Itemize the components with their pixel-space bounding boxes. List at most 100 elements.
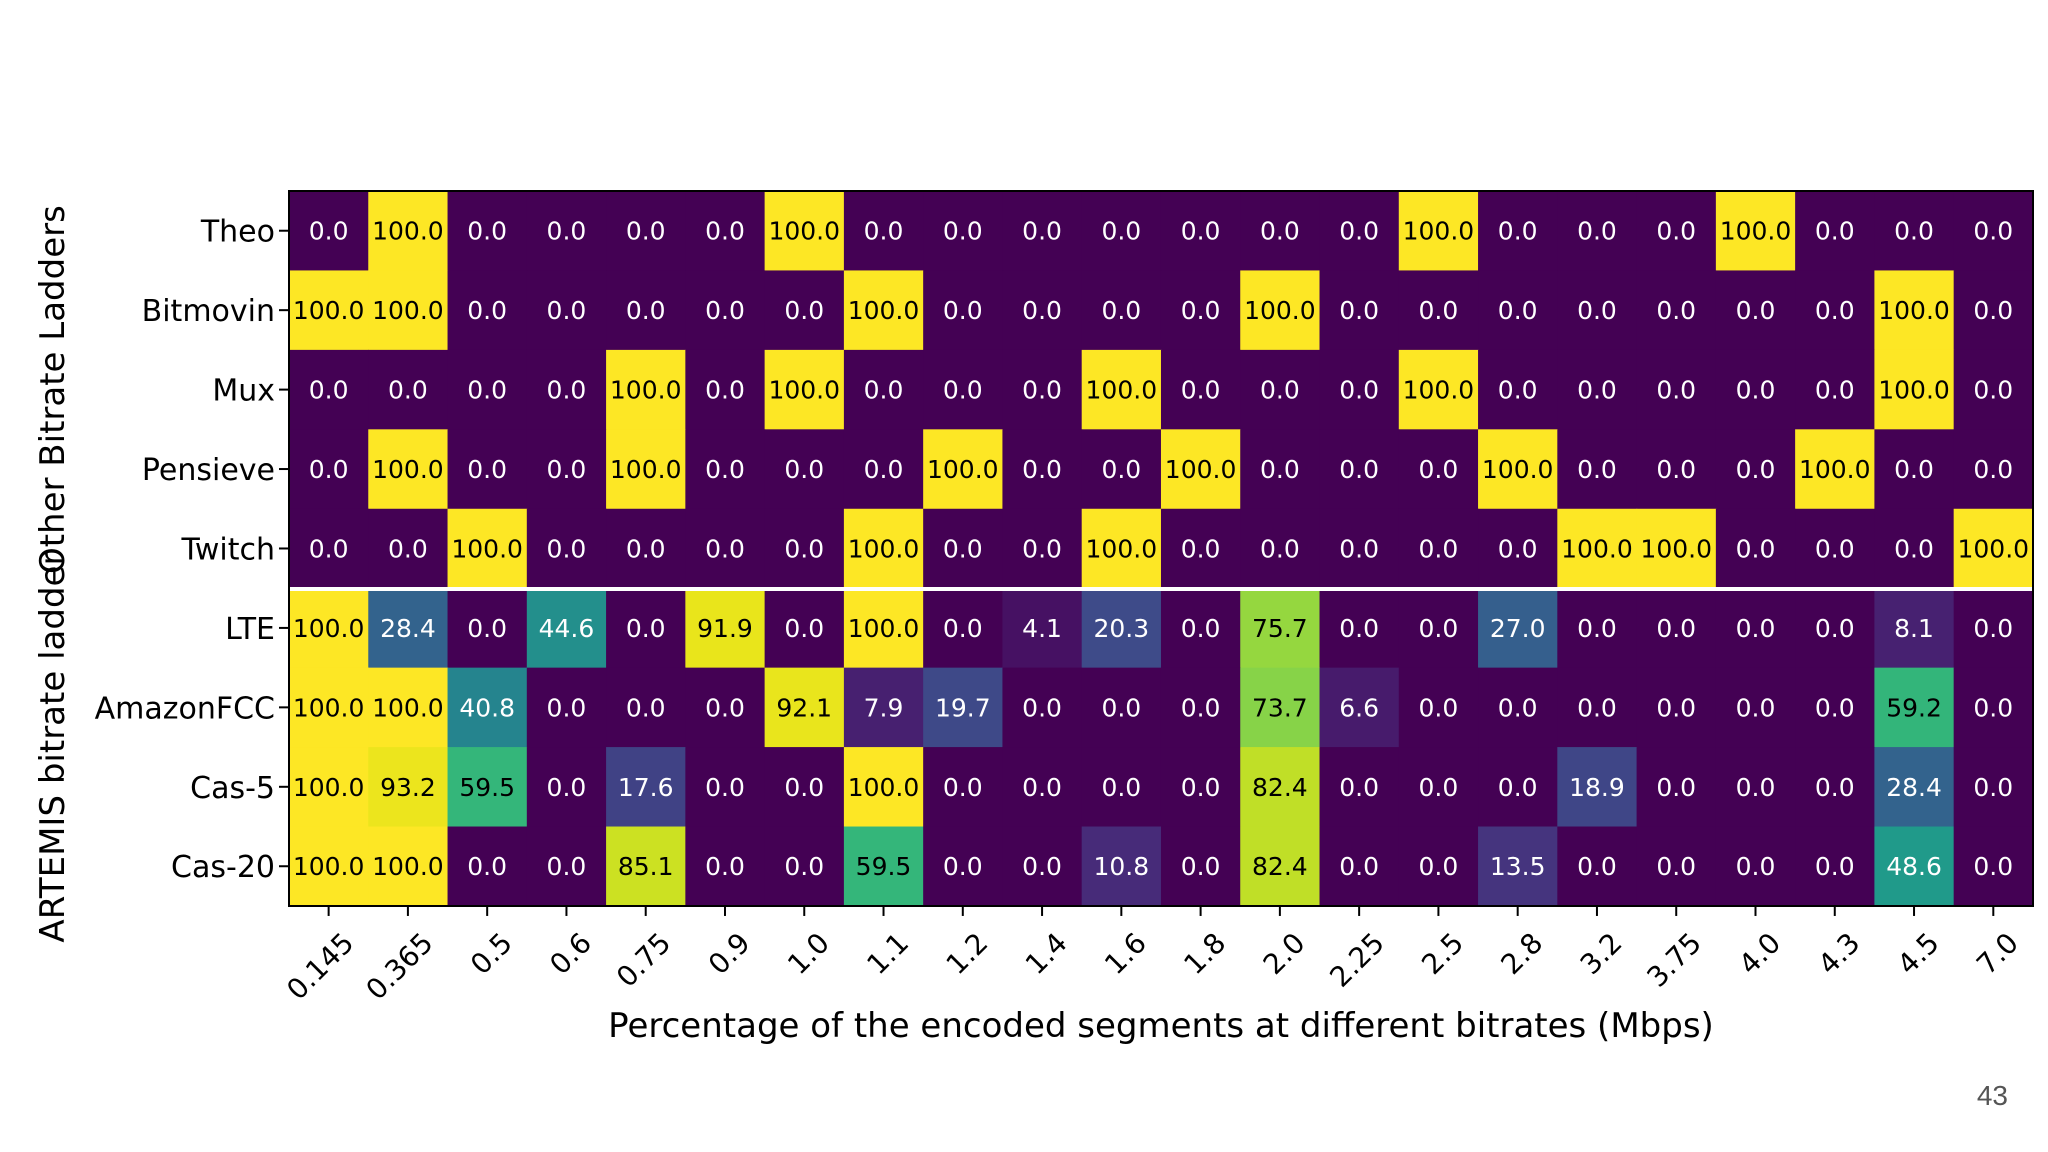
- heatmap-cell: [447, 349, 528, 430]
- heatmap-cell: [764, 429, 845, 510]
- x-tick-label: 0.145: [280, 926, 360, 1006]
- heatmap-cell: [843, 588, 924, 669]
- cell-value-label: 93.2: [380, 773, 436, 802]
- heatmap-cell: [1319, 508, 1400, 589]
- heatmap-cell: [923, 191, 1004, 272]
- heatmap-cell: [1715, 588, 1796, 669]
- cell-value-label: 100.0: [1403, 376, 1475, 405]
- heatmap-cell: [685, 667, 766, 748]
- cell-value-label: 48.6: [1886, 852, 1942, 881]
- heatmap-cell: [289, 667, 369, 748]
- heatmap-cell: [606, 667, 686, 748]
- cell-value-label: 0.0: [547, 376, 587, 405]
- cell-value-label: 17.6: [618, 773, 674, 802]
- heatmap-cell: [1160, 667, 1241, 748]
- heatmap-cell: [289, 747, 369, 828]
- heatmap-cell: [1953, 588, 2034, 669]
- heatmap-cell: [1478, 747, 1558, 828]
- heatmap-cell: [1319, 349, 1400, 430]
- cell-value-label: 0.0: [1736, 455, 1776, 484]
- heatmap-cell: [1398, 588, 1479, 669]
- heatmap-cell: [526, 349, 607, 430]
- cell-value-label: 0.0: [1419, 534, 1459, 563]
- cell-value-label: 0.0: [1498, 376, 1538, 405]
- cell-value-label: 0.0: [1022, 455, 1062, 484]
- x-tick-label: 3.2: [1574, 926, 1629, 981]
- cell-value-label: 0.0: [1181, 296, 1221, 325]
- cell-value-label: 100.0: [1958, 534, 2030, 563]
- heatmap-cell: [1081, 349, 1162, 430]
- heatmap-cell: [843, 270, 924, 351]
- heatmap-cell: [1398, 349, 1479, 430]
- cell-value-label: 0.0: [1260, 455, 1300, 484]
- heatmap-cell: [1398, 429, 1479, 510]
- row-group-label: Other Bitrate Ladders: [33, 205, 73, 574]
- heatmap-cell: [606, 191, 686, 272]
- y-tick-label: Cas-5: [190, 771, 275, 806]
- heatmap-cell: [1478, 826, 1558, 907]
- y-tick-label: Twitch: [180, 532, 275, 567]
- heatmap-cell: [606, 747, 686, 828]
- cell-value-label: 0.0: [784, 534, 824, 563]
- heatmap-cell: [1240, 349, 1321, 430]
- heatmap-cell: [1795, 667, 1875, 748]
- heatmap-cell: [1557, 747, 1638, 828]
- x-tick-label: 1.8: [1177, 926, 1232, 981]
- cell-value-label: 0.0: [705, 217, 745, 246]
- heatmap-cell: [1795, 588, 1875, 669]
- heatmap-cell: [606, 508, 686, 589]
- cell-value-label: 0.0: [1815, 296, 1855, 325]
- cell-value-label: 28.4: [1886, 773, 1942, 802]
- cell-value-label: 0.0: [1577, 455, 1617, 484]
- heatmap-cell: [764, 826, 845, 907]
- cell-value-label: 0.0: [864, 455, 904, 484]
- page-number: 43: [1976, 1080, 2008, 1111]
- cell-value-label: 100.0: [848, 296, 920, 325]
- cell-value-label: 0.0: [1973, 614, 2013, 643]
- heatmap-cell: [1557, 191, 1638, 272]
- cell-value-label: 0.0: [705, 296, 745, 325]
- cell-value-label: 0.0: [1656, 376, 1696, 405]
- cell-value-label: 0.0: [943, 217, 983, 246]
- cell-value-label: 0.0: [1339, 376, 1379, 405]
- heatmap-cell: [1636, 588, 1717, 669]
- heatmap-cell: [1081, 667, 1162, 748]
- heatmap-cell: [685, 270, 766, 351]
- heatmap-cell: [1081, 270, 1162, 351]
- cell-value-label: 0.0: [1260, 376, 1300, 405]
- heatmap-cell: [1002, 588, 1083, 669]
- cell-value-label: 0.0: [1419, 614, 1459, 643]
- cell-value-label: 0.0: [309, 217, 349, 246]
- cell-value-label: 100.0: [1086, 534, 1158, 563]
- heatmap-cell: [1874, 826, 1955, 907]
- cell-value-label: 0.0: [547, 693, 587, 722]
- heatmap-cell: [289, 588, 369, 669]
- heatmap-cell: [1240, 429, 1321, 510]
- cell-value-label: 0.0: [1815, 534, 1855, 563]
- heatmap-cell: [1240, 826, 1321, 907]
- cell-value-label: 0.0: [1022, 376, 1062, 405]
- cell-value-label: 0.0: [1656, 217, 1696, 246]
- cell-value-label: 0.0: [626, 217, 666, 246]
- heatmap-cell: [526, 191, 607, 272]
- cell-value-label: 0.0: [1498, 773, 1538, 802]
- x-tick-label: 0.6: [543, 926, 598, 981]
- heatmap-cell: [764, 747, 845, 828]
- heatmap-cell: [1081, 588, 1162, 669]
- cell-value-label: 0.0: [784, 614, 824, 643]
- cell-value-label: 0.0: [784, 455, 824, 484]
- cell-value-label: 100.0: [1244, 296, 1316, 325]
- heatmap-cell: [1795, 747, 1875, 828]
- heatmap-cell: [1081, 826, 1162, 907]
- cell-value-label: 0.0: [1736, 852, 1776, 881]
- heatmap-cell: [1636, 667, 1717, 748]
- heatmap-cell: [368, 508, 449, 589]
- cell-value-label: 0.0: [1419, 693, 1459, 722]
- heatmap-cell: [1319, 747, 1400, 828]
- cell-value-label: 100.0: [927, 455, 999, 484]
- cell-value-label: 91.9: [697, 614, 753, 643]
- cell-value-label: 100.0: [293, 296, 365, 325]
- heatmap-cell: [1636, 191, 1717, 272]
- heatmap-cell: [1319, 429, 1400, 510]
